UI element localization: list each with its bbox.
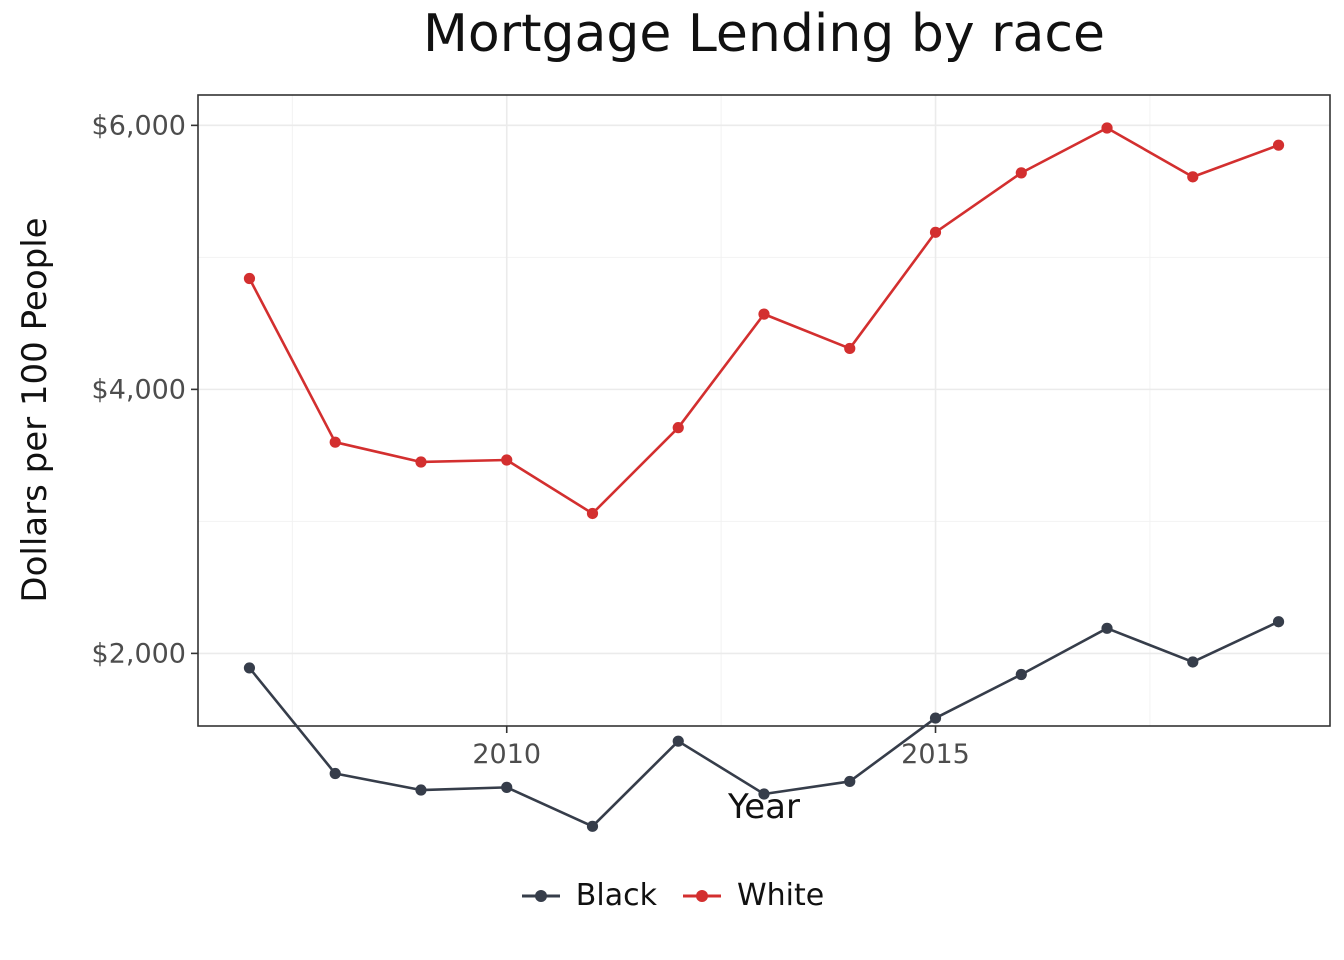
x-tick-label: 2015 — [901, 739, 970, 770]
data-point-white — [844, 342, 856, 355]
data-point-white — [1272, 139, 1285, 151]
data-point-white — [586, 507, 599, 520]
series-layer — [243, 122, 1285, 832]
data-point-white — [243, 272, 256, 285]
data-point-black — [243, 662, 256, 674]
legend: Black White — [0, 878, 1344, 913]
data-point-black — [758, 788, 770, 800]
grid-lines — [198, 95, 1330, 726]
y-tick-label: $2,000 — [92, 638, 186, 669]
data-point-white — [329, 436, 341, 448]
data-point-black — [929, 712, 942, 724]
chart-title: Mortgage Lending by race — [423, 4, 1105, 64]
data-point-black — [329, 767, 341, 780]
data-point-white — [1015, 167, 1027, 179]
axis-ticks: 2010 2015 $2,000 $4,000 $6,000 — [92, 110, 970, 770]
data-point-black — [1272, 616, 1285, 628]
x-tick-label: 2010 — [472, 739, 541, 770]
data-point-black — [844, 775, 856, 788]
legend-item-white: White — [681, 878, 824, 913]
data-point-black — [586, 820, 599, 832]
data-point-black — [501, 781, 513, 793]
data-point-white — [1187, 171, 1199, 183]
data-point-black — [672, 735, 684, 747]
y-tick-label: $6,000 — [92, 110, 186, 141]
legend-key-black — [521, 889, 560, 902]
data-point-white — [758, 308, 770, 320]
legend-label-white: White — [736, 878, 825, 913]
legend-label-black: Black — [575, 878, 657, 913]
data-point-white — [501, 454, 513, 466]
data-point-black — [415, 784, 427, 796]
data-point-black — [1187, 656, 1199, 668]
y-axis-title: Dollars per 100 People — [15, 217, 55, 602]
y-tick-label: $4,000 — [92, 374, 186, 405]
data-point-black — [1101, 622, 1113, 634]
legend-item-black: Black — [520, 878, 657, 913]
data-point-white — [929, 226, 942, 238]
plot-panel-border — [197, 94, 1331, 727]
legend-key-white — [682, 889, 721, 902]
x-axis-title: Year — [727, 787, 800, 827]
data-point-white — [415, 456, 427, 468]
data-point-white — [672, 422, 684, 434]
data-point-black — [1015, 668, 1027, 681]
series-line-white — [248, 126, 1279, 515]
data-point-white — [1101, 122, 1113, 134]
